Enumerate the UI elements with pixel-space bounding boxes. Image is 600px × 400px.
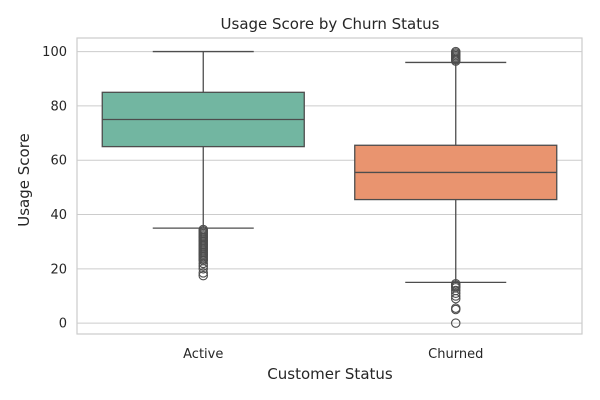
outlier-point xyxy=(450,291,461,301)
y-tick-label: 40 xyxy=(50,208,67,223)
outlier-point xyxy=(198,270,209,281)
y-tick-labels: 0 20 40 60 80 100 xyxy=(42,45,67,332)
outlier-point xyxy=(198,264,209,274)
y-axis-label: Usage Score xyxy=(15,133,33,227)
y-tick-label: 100 xyxy=(42,45,67,60)
box-churned xyxy=(354,46,558,328)
y-tick-label: 20 xyxy=(50,262,67,277)
box-active xyxy=(101,50,305,281)
y-tick-label: 80 xyxy=(50,99,67,114)
x-tick-label: Active xyxy=(183,347,223,362)
outlier-point xyxy=(198,268,209,278)
y-tick-label: 60 xyxy=(50,154,67,169)
x-tick-labels: Active Churned xyxy=(183,347,483,362)
x-axis-label: Customer Status xyxy=(267,365,393,383)
box-series xyxy=(101,46,558,328)
outlier-point xyxy=(198,261,209,271)
outlier-point xyxy=(450,304,461,315)
outlier-point xyxy=(198,258,209,269)
outlier-point xyxy=(450,56,461,66)
outlier-point xyxy=(450,288,461,299)
outlier-point xyxy=(450,293,461,304)
y-tick-label: 0 xyxy=(59,317,67,332)
x-tick-label: Churned xyxy=(428,347,483,362)
plot-frame xyxy=(76,37,583,335)
outlier-point xyxy=(450,318,461,328)
chart-title: Usage Score by Churn Status xyxy=(221,15,440,33)
